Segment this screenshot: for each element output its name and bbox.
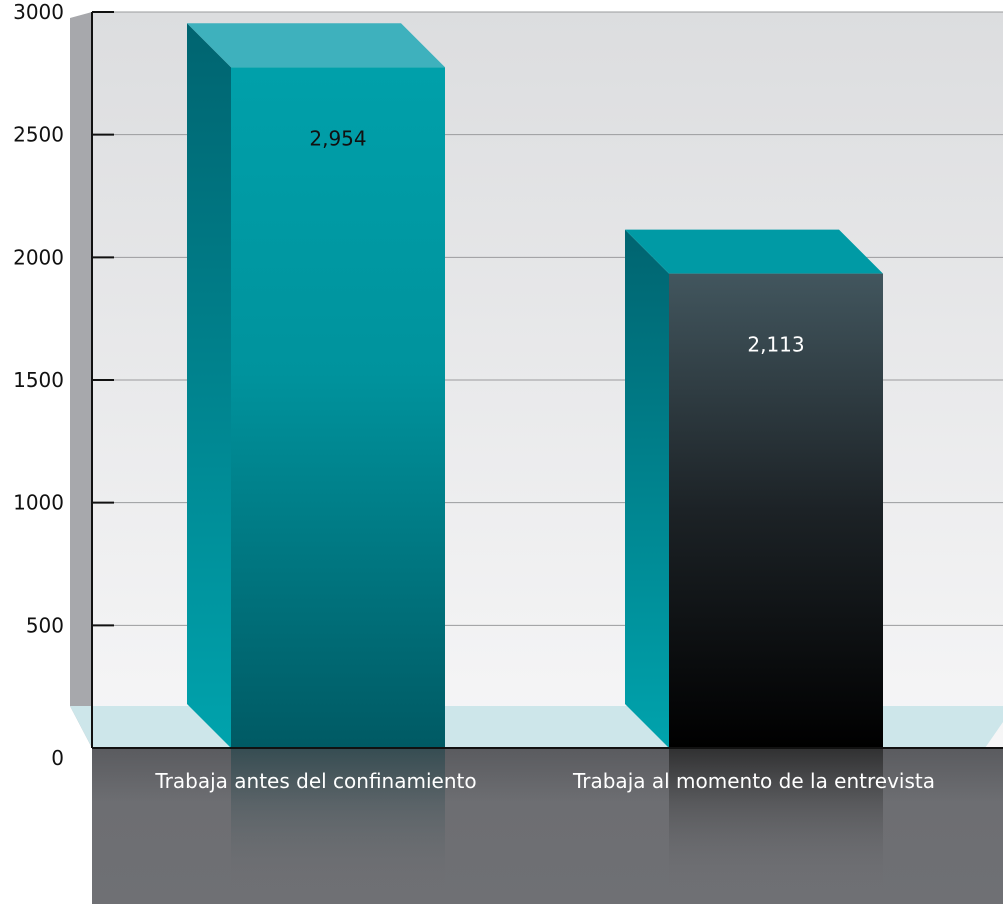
bar [231,67,445,748]
bar-top-face [625,229,883,274]
bars: 2,954 2,113 [187,23,883,749]
category-label: Trabaja antes del confinamiento [154,769,476,793]
y-tick-label: 0 [51,746,64,770]
y-tick-label: 2500 [13,123,64,147]
data-label: 2,113 [747,333,804,357]
bar-top-face [187,23,445,68]
bar-reflections [231,748,883,888]
y-tick-label: 3000 [13,0,64,24]
category-labels: Trabaja antes del confinamiento Trabaja a… [154,769,935,793]
y-tick-label: 2000 [13,245,64,269]
y-tick-label: 1000 [13,491,64,515]
y-tick-label: 1500 [13,368,64,392]
data-label: 2,954 [309,126,366,150]
bar-side-face [187,23,231,748]
y-tick-label: 500 [26,613,64,637]
left-wall-depth [70,12,92,748]
bar-reflection [669,748,883,888]
bar-side-face [625,229,669,749]
bar-reflection [231,748,445,888]
y-axis: 0 500 1000 1500 2000 2500 3000 [13,0,1003,770]
category-label: Trabaja al momento de la entrevista [572,769,935,793]
bar [669,273,883,748]
